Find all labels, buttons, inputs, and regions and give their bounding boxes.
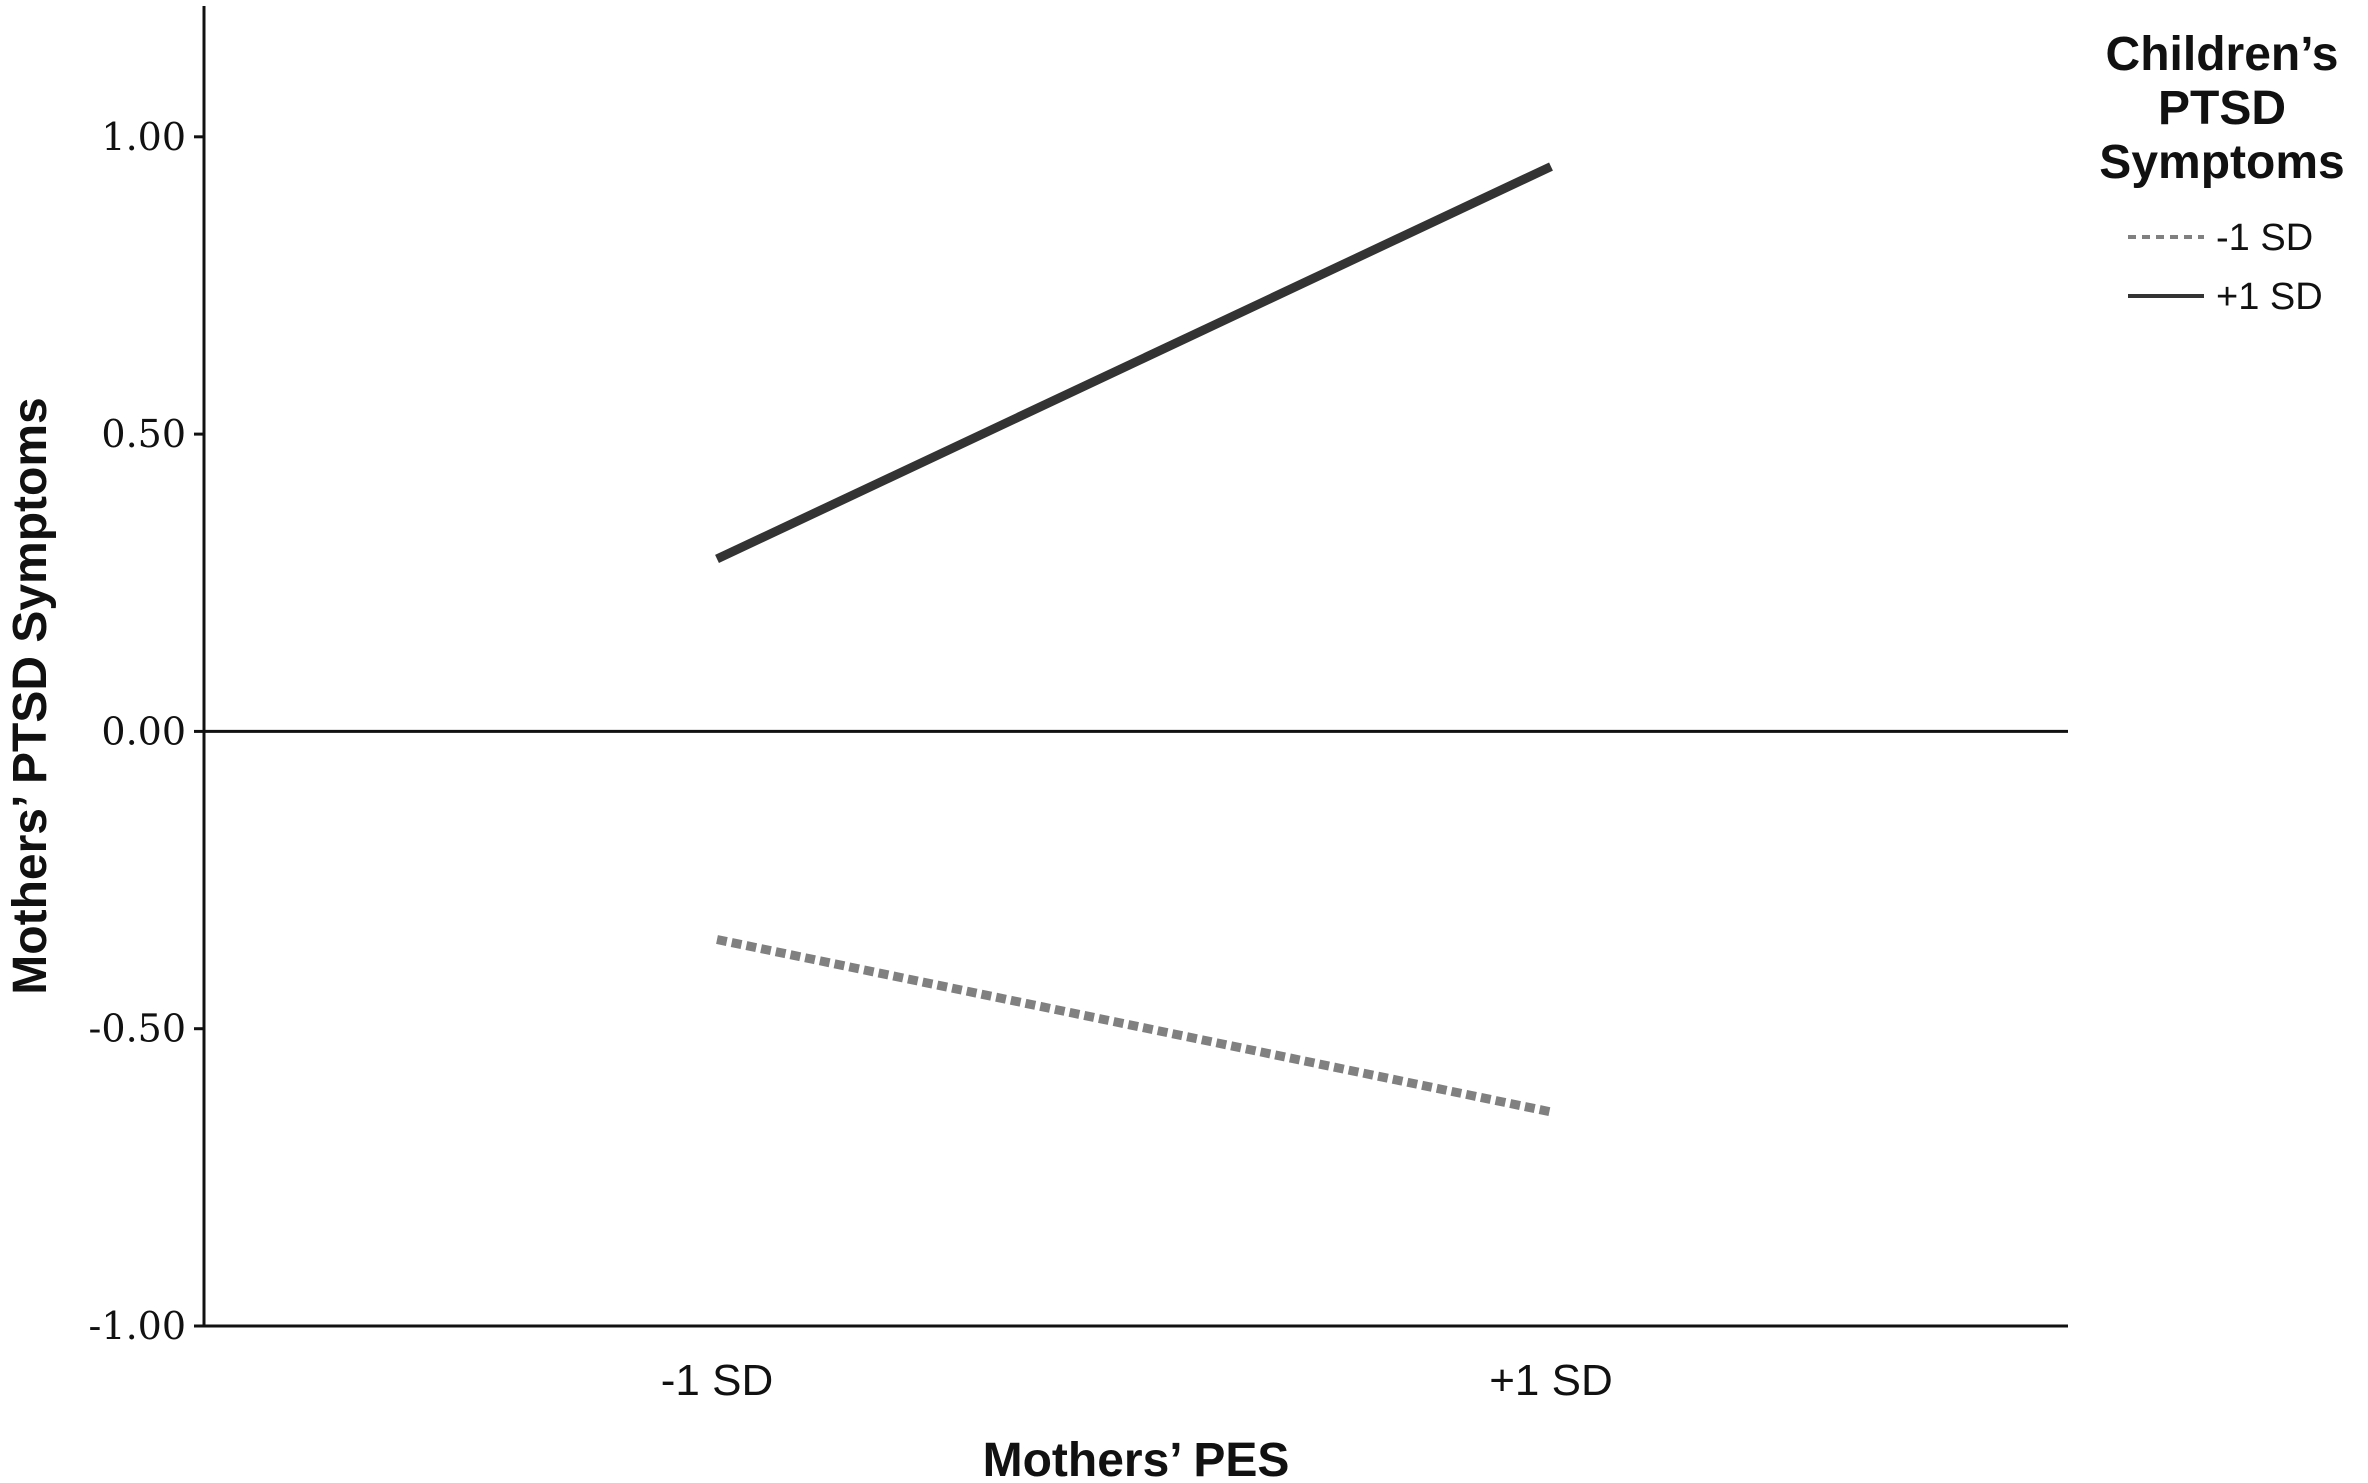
legend-label-plus-1sd: +1 SD [2216, 276, 2323, 318]
x-tick-labels: -1 SD +1 SD [661, 1356, 1613, 1405]
y-tick-label: -1.00 [89, 1304, 186, 1348]
legend-label-minus-1sd: -1 SD [2216, 217, 2313, 259]
legend: Children’s PTSD Symptoms -1 SD +1 SD [2099, 28, 2344, 318]
axes [202, 6, 2068, 1328]
series-line-plus-1sd [715, 162, 1553, 564]
y-tick-label: -0.50 [89, 1007, 186, 1051]
series-line-minus-1sd [716, 935, 1552, 1117]
legend-title-line-3: Symptoms [2099, 136, 2344, 189]
legend-title-line-2: PTSD [2158, 82, 2286, 135]
y-axis-title: Mothers’ PTSD Symptoms [4, 397, 57, 994]
series-lines [715, 162, 1553, 1117]
x-tick-label: +1 SD [1489, 1356, 1613, 1405]
legend-title-line-1: Children’s [2106, 28, 2339, 81]
y-ticks: -1.00 -0.50 0.00 0.50 1.00 [89, 115, 204, 1348]
y-tick-label: 0.50 [101, 412, 186, 456]
y-tick-label: 0.00 [101, 709, 186, 753]
y-tick-label: 1.00 [101, 115, 186, 159]
x-axis-title: Mothers’ PES [983, 1434, 1290, 1483]
x-tick-label: -1 SD [661, 1356, 773, 1405]
